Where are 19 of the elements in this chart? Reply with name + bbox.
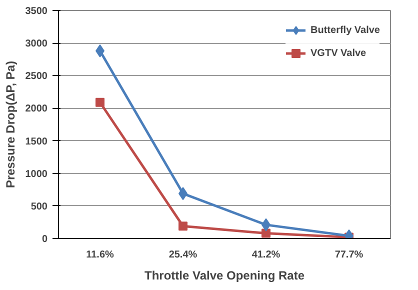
y-tick-label: 2500 xyxy=(25,71,48,82)
point xyxy=(178,222,188,231)
y-tick-label: 2000 xyxy=(25,104,48,115)
y-tick-label: 1500 xyxy=(25,136,48,148)
y-tick-label: 500 xyxy=(30,201,48,212)
x-tick-label: 25.4% xyxy=(168,250,198,260)
legend-label: Butterfly Valve xyxy=(310,24,380,36)
x-axis-title: Throttle Valve Opening Rate xyxy=(144,268,305,282)
y-tick-label: 0 xyxy=(42,234,48,245)
x-tick-label: 77.7% xyxy=(334,250,364,260)
x-tick-label: 11.6% xyxy=(86,250,114,260)
y-tick-label: 3000 xyxy=(25,38,48,50)
y-tick-label: 1000 xyxy=(25,168,48,180)
point xyxy=(96,98,104,107)
y-axis-title: Pressure Drop(ΔP, Pa) xyxy=(3,60,18,188)
point xyxy=(262,228,270,238)
legend-label: VGTV Valve xyxy=(310,48,366,58)
y-tick-label: 3500 xyxy=(25,6,48,17)
x-tick-label: 41.2% xyxy=(252,250,280,260)
